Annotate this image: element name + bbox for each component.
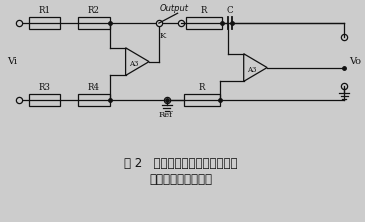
Text: Vi: Vi (7, 57, 17, 66)
Bar (187, 17, 222, 29)
Text: Output: Output (159, 4, 188, 13)
Bar (29, 17, 61, 29)
Text: R3: R3 (39, 83, 51, 92)
Text: R: R (201, 6, 207, 15)
Text: K: K (160, 32, 166, 40)
Bar (78, 94, 110, 106)
Text: R1: R1 (39, 6, 51, 15)
Text: R: R (199, 83, 205, 92)
Text: Ref: Ref (159, 111, 173, 119)
Text: Vo: Vo (349, 57, 361, 66)
Text: 图 2   利用积分负反馈法实现桥路: 图 2 利用积分负反馈法实现桥路 (124, 157, 237, 170)
Text: R2: R2 (88, 6, 100, 15)
Text: A3: A3 (247, 65, 256, 73)
Text: R4: R4 (88, 83, 100, 92)
Bar (184, 94, 220, 106)
Text: C: C (227, 6, 233, 15)
Bar (29, 94, 61, 106)
Text: A3: A3 (128, 59, 138, 68)
Text: 自动平衡电路原理图: 自动平衡电路原理图 (149, 173, 212, 186)
Bar (78, 17, 110, 29)
